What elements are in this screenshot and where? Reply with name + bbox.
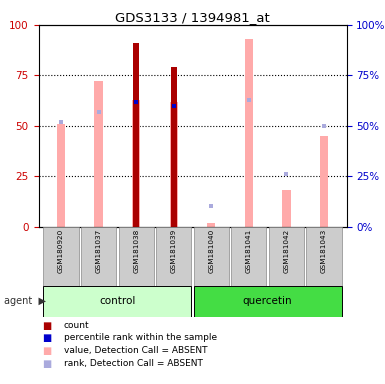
Bar <box>94 81 103 227</box>
Text: GSM181037: GSM181037 <box>95 228 102 273</box>
Bar <box>44 286 191 317</box>
Bar <box>269 227 304 286</box>
Bar <box>306 227 341 286</box>
Text: quercetin: quercetin <box>243 296 293 306</box>
Bar <box>133 43 139 227</box>
Bar <box>57 124 65 227</box>
Bar <box>169 101 178 227</box>
Bar <box>207 223 216 227</box>
Bar <box>194 286 341 317</box>
Bar <box>320 136 328 227</box>
Text: percentile rank within the sample: percentile rank within the sample <box>64 333 217 342</box>
Text: agent  ▶: agent ▶ <box>4 296 46 306</box>
Text: GSM181038: GSM181038 <box>133 228 139 273</box>
Bar <box>132 99 140 227</box>
Bar <box>44 227 79 286</box>
Text: control: control <box>99 296 136 306</box>
Bar <box>282 190 291 227</box>
Bar <box>119 227 154 286</box>
Text: count: count <box>64 321 89 329</box>
Text: GSM181042: GSM181042 <box>283 228 290 273</box>
Text: GSM181039: GSM181039 <box>171 228 177 273</box>
Bar <box>156 227 191 286</box>
Bar <box>245 39 253 227</box>
Text: rank, Detection Call = ABSENT: rank, Detection Call = ABSENT <box>64 359 203 367</box>
Text: ■: ■ <box>42 346 52 356</box>
Title: GDS3133 / 1394981_at: GDS3133 / 1394981_at <box>115 11 270 24</box>
Text: GSM181040: GSM181040 <box>208 228 214 273</box>
Text: ■: ■ <box>42 321 52 331</box>
Text: GSM181041: GSM181041 <box>246 228 252 273</box>
Bar <box>231 227 266 286</box>
Bar <box>81 227 116 286</box>
Text: GSM181043: GSM181043 <box>321 228 327 273</box>
Text: ■: ■ <box>42 333 52 343</box>
Text: ■: ■ <box>42 359 52 369</box>
Text: value, Detection Call = ABSENT: value, Detection Call = ABSENT <box>64 346 207 355</box>
Text: GSM180920: GSM180920 <box>58 228 64 273</box>
Bar <box>171 67 177 227</box>
Bar <box>194 227 229 286</box>
